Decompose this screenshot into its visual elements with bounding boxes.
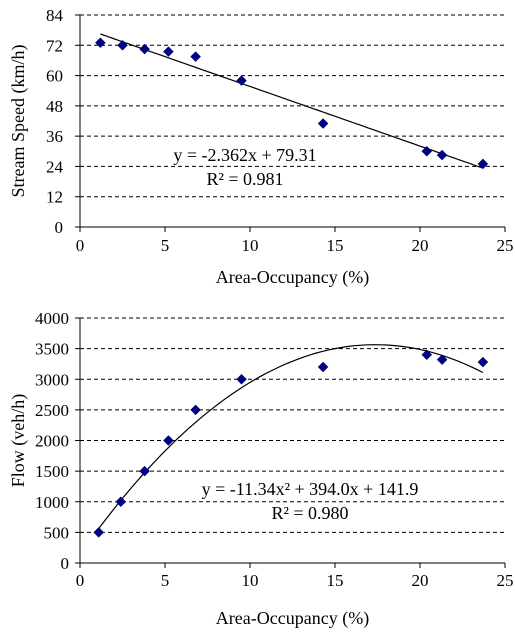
x-tick-label: 15 — [327, 571, 344, 590]
x-axis-title: Area-Occupancy (%) — [216, 608, 369, 629]
data-point — [115, 496, 127, 508]
x-axis-title: Area-Occupancy (%) — [216, 267, 369, 288]
y-tick-label: 3000 — [35, 370, 69, 389]
flow-occupancy-chart: 0 500 1000 1500 2000 2500 3000 3500 4000 0 5 10 15 20… — [8, 309, 514, 629]
speed-occupancy-chart: 0 12 24 36 48 60 72 84 0 5 10 15 20 25 Area-Occupancy … — [8, 6, 514, 288]
y-axis-title: Stream Speed (km/h) — [8, 45, 29, 198]
x-tick-label: 25 — [497, 571, 514, 590]
y-tick-label: 1000 — [35, 493, 69, 512]
y-tick-label: 4000 — [35, 309, 69, 328]
x-tick-label: 0 — [76, 571, 85, 590]
y-tick-label: 12 — [46, 188, 63, 207]
y-tick-label: 2000 — [35, 432, 69, 451]
trendline-equation: y = -2.362x + 79.31 — [173, 145, 316, 165]
r-squared-label: R² = 0.980 — [271, 503, 348, 523]
data-point — [436, 149, 448, 161]
data-point — [163, 435, 174, 446]
data-point — [236, 75, 247, 86]
y-tick-label: 48 — [46, 97, 63, 116]
x-tick-label: 10 — [242, 571, 259, 590]
x-tick-label: 20 — [412, 571, 429, 590]
trendline — [100, 33, 484, 169]
y-tick-label: 3500 — [35, 340, 69, 359]
data-point — [477, 356, 489, 368]
y-tick-label: 72 — [46, 36, 63, 55]
trendline-equation: y = -11.34x² + 394.0x + 141.9 — [202, 479, 419, 499]
x-tick-label: 10 — [242, 236, 259, 255]
data-point — [477, 158, 489, 170]
x-tick-label: 5 — [161, 571, 170, 590]
x-tick-label: 25 — [497, 236, 514, 255]
x-tick-label: 15 — [327, 236, 344, 255]
data-point — [190, 51, 201, 62]
data-point — [117, 39, 128, 51]
y-tick-label: 60 — [46, 67, 63, 86]
r-squared-label: R² = 0.981 — [206, 169, 283, 189]
y-tick-label: 24 — [46, 157, 64, 176]
data-point — [421, 349, 433, 361]
x-tick-label: 0 — [76, 236, 85, 255]
y-axis-title: Flow (veh/h) — [8, 394, 29, 488]
data-point — [436, 354, 448, 366]
y-tick-label: 0 — [61, 554, 70, 573]
trendline — [98, 344, 484, 529]
data-point — [163, 46, 174, 57]
y-tick-label: 2500 — [35, 401, 69, 420]
data-point — [317, 118, 329, 129]
x-tick-label: 20 — [412, 236, 429, 255]
y-tick-label: 84 — [46, 6, 64, 25]
data-point — [317, 361, 329, 373]
data-point — [139, 43, 150, 55]
y-tick-label: 500 — [44, 523, 70, 542]
data-point — [190, 404, 201, 416]
data-point — [236, 373, 247, 385]
data-point — [139, 465, 150, 477]
data-point — [421, 145, 433, 157]
data-point — [93, 527, 105, 538]
x-tick-label: 5 — [161, 236, 170, 255]
y-tick-label: 0 — [55, 218, 64, 237]
y-tick-label: 1500 — [35, 462, 69, 481]
y-tick-label: 36 — [46, 127, 63, 146]
data-point — [95, 37, 106, 49]
